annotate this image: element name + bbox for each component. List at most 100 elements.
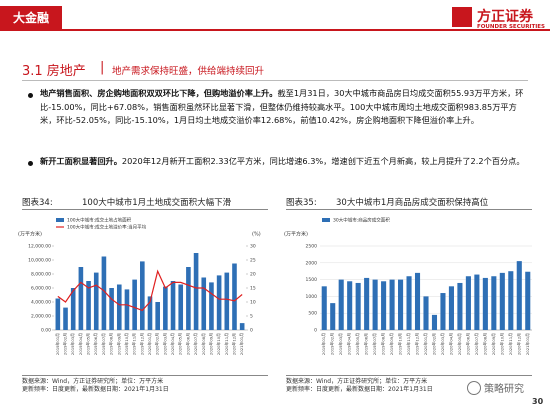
source-note: 数据来源：Wind，方正证券研究所；单位：万平方米 更新频率：日度更新，最新数据日… <box>286 378 433 394</box>
x-tick-label: 2019年04月 <box>78 333 83 355</box>
source-rule <box>22 375 268 376</box>
y-tick-label: 4,000.00 <box>31 300 51 306</box>
y-tick-label: 500 <box>308 311 317 317</box>
bar <box>232 263 237 330</box>
bar <box>155 302 160 330</box>
y2-tick-label: 25 <box>250 258 256 264</box>
bar <box>525 271 531 330</box>
x-tick-label: 2020年01月 <box>147 333 152 355</box>
section-number: 3.1 房地产 <box>22 64 86 79</box>
title-rule <box>22 80 528 81</box>
bar <box>101 256 107 330</box>
x-tick-label: 2019年11月 <box>406 333 411 355</box>
x-tick-label: 2019年07月 <box>372 333 377 355</box>
x-tick-label: 2020年06月 <box>185 333 190 355</box>
chart: (万平方米) (%) 0.00 2,000.00 4,000.00 6,000.00 8,0… <box>18 217 261 356</box>
bar <box>216 275 222 330</box>
y-axis-title: (万平方米) <box>284 231 308 238</box>
x-tick-label: 2019年10月 <box>398 333 403 355</box>
bullet-lead: 新开工面积显著回升。 <box>40 156 122 166</box>
y2-axis-title: (%) <box>252 232 261 238</box>
x-tick-label: 2019年06月 <box>364 333 369 355</box>
bar <box>330 303 336 330</box>
bar <box>508 271 514 330</box>
x-tick-label: 2020年02月 <box>155 333 160 355</box>
bar <box>338 279 344 330</box>
bar <box>201 277 207 330</box>
bar <box>163 286 168 330</box>
bar <box>70 288 76 330</box>
x-tick-label: 2019年10月 <box>124 333 129 355</box>
bullet-dot <box>28 93 33 98</box>
bar <box>491 276 497 330</box>
bar <box>124 289 130 330</box>
y-tick-label: 0 <box>314 328 317 334</box>
x-tick-label: 2020年11月 <box>508 333 513 355</box>
legend-swatch <box>56 218 64 222</box>
chart: (万平方米) 0 500 1000 1500 2000 2500 2019年01月 2019年0… <box>284 217 532 355</box>
bar <box>381 281 387 330</box>
bullet: 新开工面积显著回升。2020年12月新开工面积2.33亿平方米，同比增速6.3%… <box>40 155 530 169</box>
bar <box>86 281 91 330</box>
x-tick-label: 2019年12月 <box>139 333 144 355</box>
x-tick-label: 2020年04月 <box>170 333 175 355</box>
bar <box>321 286 327 330</box>
section-title: 地产需求保持旺盛，供给端持续回升 <box>112 66 265 77</box>
x-tick-label: 2020年03月 <box>162 333 167 355</box>
x-tick-label: 2019年03月 <box>70 333 75 355</box>
figure-label: 图表35: <box>286 198 317 208</box>
bar <box>474 274 480 330</box>
bar <box>482 277 488 330</box>
x-tick-label: 2021年01月 <box>525 333 530 355</box>
x-tick-label: 2019年06月 <box>93 333 98 355</box>
line <box>57 269 243 312</box>
bar <box>499 272 505 330</box>
y2-tick-label: 10 <box>250 300 256 306</box>
bar <box>440 293 446 330</box>
legend-swatch <box>322 218 330 222</box>
header-rule <box>0 29 550 31</box>
x-tick-label: 2019年11月 <box>132 333 137 355</box>
x-tick-label: 2020年11月 <box>224 333 229 355</box>
x-tick-label: 2020年09月 <box>208 333 213 355</box>
bar <box>448 286 454 330</box>
bar <box>93 272 99 330</box>
x-tick-label: 2019年12月 <box>415 333 420 355</box>
bar <box>406 276 412 330</box>
logo-subtext: FOUNDER SECURITIES <box>477 24 545 30</box>
figure-rule <box>22 209 268 210</box>
y-tick-label: 6,000.00 <box>31 286 51 292</box>
bar <box>78 267 84 330</box>
x-tick-label: 2020年12月 <box>516 333 521 355</box>
source-line: 更新频率：日度更新，最新数据日期：2021年1月31日 <box>286 386 433 393</box>
y2-tick-label: 30 <box>250 244 256 250</box>
y-tick-label: 12,000.00 <box>28 244 51 250</box>
x-tick-label: 2019年04月 <box>347 333 352 355</box>
bar <box>389 279 395 330</box>
y-tick-label: 1000 <box>306 294 318 300</box>
x-tick-label: 2019年02月 <box>63 333 68 355</box>
bar <box>364 277 370 330</box>
bullet-text: 2020年12月新开工面积2.33亿平方米，同比增速6.3%，增速创下近五个月新… <box>121 156 525 166</box>
y-tick-label: 2000 <box>306 260 318 266</box>
figure-title: 30大中城市1月商品房成交面积保持高位 <box>336 198 489 208</box>
y-tick-label: 2500 <box>306 244 318 250</box>
source-line: 更新频率：日度更新，最新数据日期：2021年1月31日 <box>22 386 169 393</box>
x-tick-label: 2019年05月 <box>86 333 91 355</box>
x-tick-label: 2020年06月 <box>465 333 470 355</box>
x-tick-label: 2021年01月 <box>239 333 244 355</box>
bar <box>516 261 522 330</box>
bar <box>209 282 214 330</box>
y-tick-label: 2,000.00 <box>31 314 51 320</box>
bar <box>423 296 429 330</box>
figure-title: 100大中城市1月土地成交面积大幅下滑 <box>82 198 232 208</box>
x-tick-label: 2020年12月 <box>231 333 236 355</box>
bar <box>457 282 463 330</box>
bar <box>355 282 361 330</box>
bar <box>465 276 471 330</box>
y2-tick-label: 5 <box>250 314 253 320</box>
x-tick-label: 2020年07月 <box>474 333 479 355</box>
bar <box>147 296 153 330</box>
y2-tick-label: 20 <box>250 272 256 278</box>
